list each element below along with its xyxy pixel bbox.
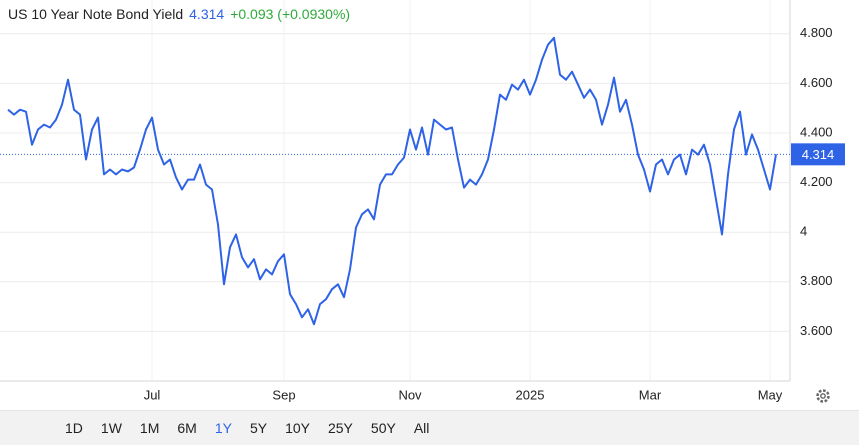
price-badge xyxy=(791,143,845,166)
settings-icon[interactable] xyxy=(816,389,830,403)
range-button[interactable]: 6M xyxy=(177,420,197,436)
x-tick-label: Mar xyxy=(639,387,662,402)
price-badge-label: 4.314 xyxy=(802,147,835,162)
range-button[interactable]: 50Y xyxy=(370,420,396,436)
range-button[interactable]: 1M xyxy=(139,420,160,436)
y-tick-label: 4 xyxy=(800,224,807,239)
price: 4.314 xyxy=(189,6,225,22)
y-tick-label: 3.600 xyxy=(800,323,833,338)
range-button[interactable]: 1D xyxy=(65,420,83,436)
x-tick-label: 2025 xyxy=(516,387,545,402)
chart: 3.600 3.800 4 4.200 4.400 4.600 4.800 Jul Sep Nov… xyxy=(0,0,845,403)
title: US 10 Year Note Bond Yield xyxy=(8,6,184,22)
x-tick-label: Nov xyxy=(398,387,422,402)
x-tick-label: Sep xyxy=(272,387,295,402)
header: US 10 Year Note Bond Yield 4.314 +0.093 (+… xyxy=(8,6,356,22)
range-button[interactable]: All xyxy=(413,420,430,436)
y-tick-label: 4.600 xyxy=(800,75,833,90)
range-button[interactable]: 25Y xyxy=(327,420,353,436)
plot: 3.600 3.800 4 4.200 4.400 4.600 4.800 Jul Sep Nov… xyxy=(0,0,845,402)
y-tick-label: 4.400 xyxy=(800,124,833,139)
range-button[interactable]: 1Y xyxy=(214,420,232,436)
range-button[interactable]: 10Y xyxy=(285,420,310,436)
x-tick-label: May xyxy=(758,387,783,402)
range-button[interactable]: 1W xyxy=(100,420,122,436)
y-tick-label: 4.800 xyxy=(800,25,833,40)
yield-line xyxy=(7,36,777,326)
range-toolbar: 1D 1W 1M 6M 1Y 5Y 10Y 25Y 50Y All xyxy=(0,410,859,445)
range-button[interactable]: 5Y xyxy=(249,420,268,436)
y-tick-label: 4.200 xyxy=(800,174,833,189)
y-tick-label: 3.800 xyxy=(800,273,833,288)
x-tick-label: Jul xyxy=(144,387,161,402)
change: +0.093 (+0.0930%) xyxy=(230,6,351,22)
